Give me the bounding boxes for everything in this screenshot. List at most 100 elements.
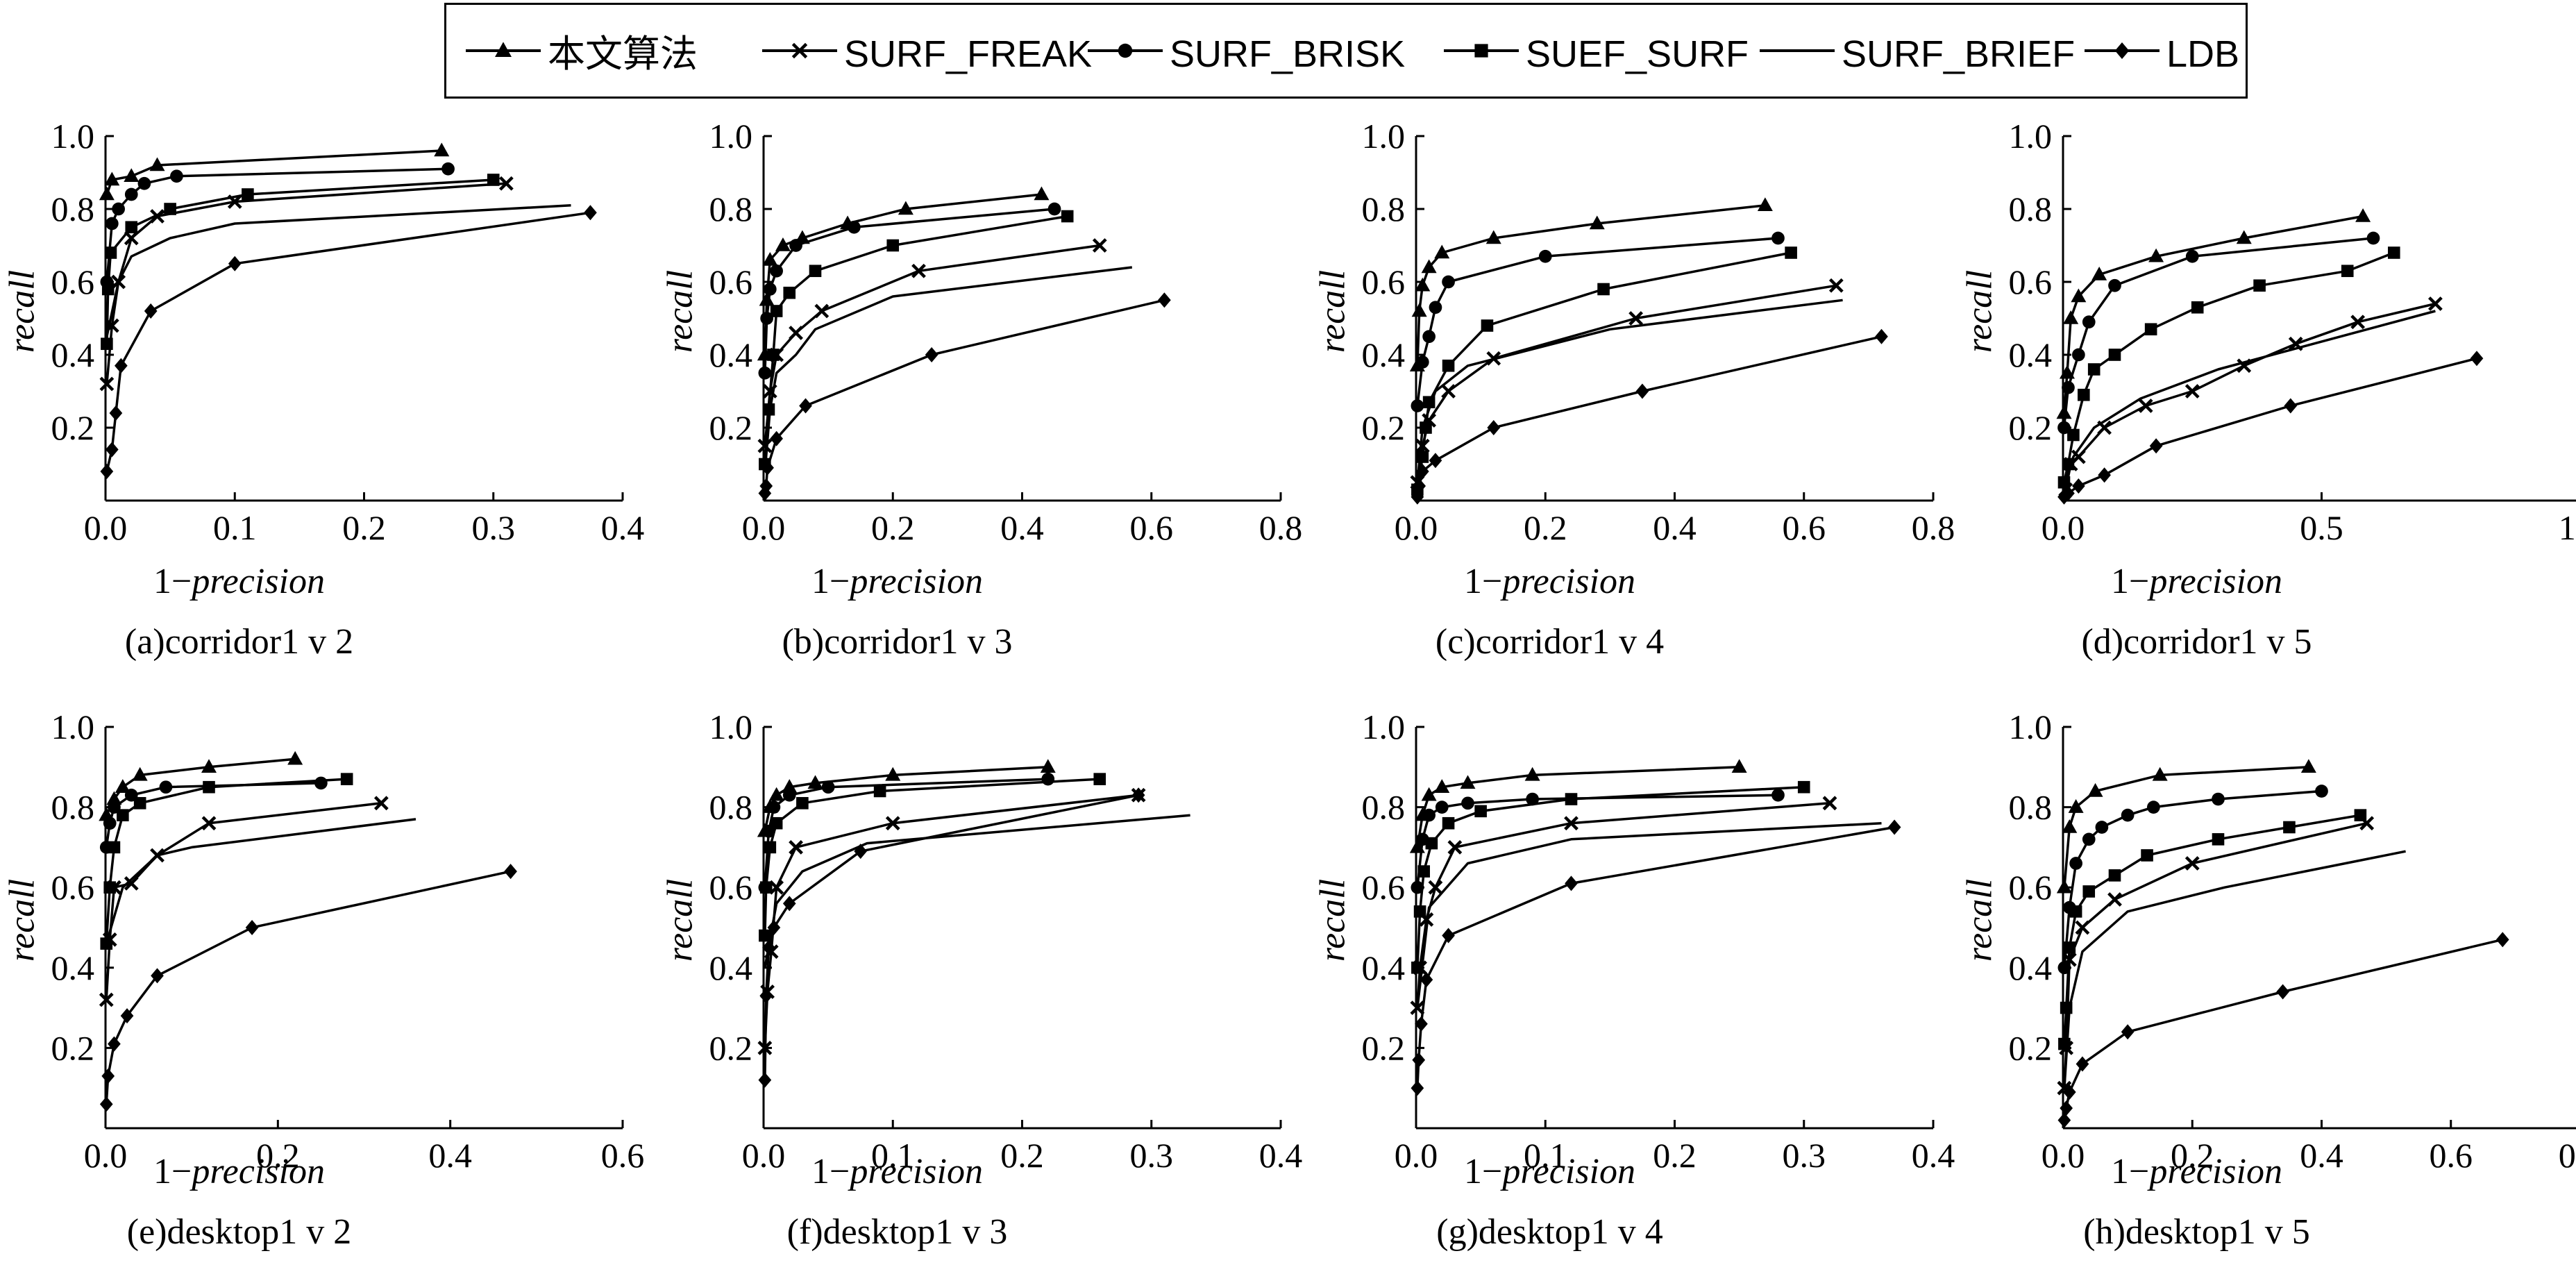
y-axis-label: recall: [660, 269, 700, 353]
data-point: [170, 169, 183, 183]
data-point: [2212, 792, 2225, 806]
x-tick-label: 0.0: [2042, 508, 2085, 547]
data-point: [885, 766, 901, 781]
data-point: [2078, 388, 2090, 401]
x-tick-label: 0.0: [84, 1136, 128, 1175]
data-point: [99, 992, 114, 1007]
data-point: [1635, 383, 1649, 399]
series-line: [2063, 766, 2309, 888]
data-point: [117, 809, 129, 821]
data-point: [2071, 288, 2087, 303]
x-axis-label-prefix: 1−: [811, 562, 850, 601]
series-line: [764, 778, 1048, 888]
data-point: [124, 168, 140, 182]
data-point: [201, 816, 217, 831]
data-point: [2098, 467, 2111, 483]
data-point: [2144, 323, 2157, 336]
data-point: [373, 796, 389, 811]
data-point: [434, 142, 450, 157]
data-point: [2062, 1084, 2076, 1100]
data-point: [2341, 265, 2354, 278]
data-point: [245, 920, 259, 935]
data-point: [1411, 962, 1424, 974]
chart-caption: (a)corridor1 v 2: [124, 622, 354, 662]
x-axis-label-text: precision: [2149, 1152, 2282, 1191]
data-point: [925, 347, 938, 362]
data-point: [2095, 821, 2109, 834]
data-point: [2300, 759, 2316, 773]
data-point: [1047, 202, 1061, 216]
y-tick-label: 0.4: [51, 335, 95, 374]
data-point: [2495, 932, 2509, 948]
data-point: [821, 780, 835, 794]
data-point: [2185, 249, 2199, 263]
data-point: [104, 246, 117, 259]
y-axis-label: recall: [1960, 269, 2000, 353]
y-tick-label: 0.4: [1362, 948, 1406, 987]
data-point: [144, 303, 158, 319]
data-point: [2082, 885, 2096, 898]
y-tick-label: 1.0: [1362, 117, 1406, 156]
data-point: [2212, 833, 2225, 846]
y-tick-label: 0.8: [2009, 190, 2053, 228]
data-point: [125, 221, 138, 234]
y-tick-label: 1.0: [2009, 707, 2053, 746]
data-point: [1442, 816, 1455, 830]
series-line: [1416, 284, 1837, 483]
data-point: [1589, 215, 1605, 230]
data-point: [885, 816, 900, 831]
x-tick-label: 0.4: [2300, 1136, 2343, 1175]
y-tick-label: 0.6: [709, 262, 753, 301]
y-tick-label: 1.0: [2009, 117, 2053, 156]
data-point: [1411, 489, 1424, 505]
data-point: [758, 485, 772, 501]
data-point: [762, 939, 775, 955]
y-tick-label: 0.6: [2009, 262, 2053, 301]
y-tick-label: 0.4: [709, 335, 753, 374]
legend: 本文算法 SURF_FREAK SURF_BRISK SUEF_SURF SURF_BR…: [444, 3, 2248, 99]
legend-marker-triangle-icon: [466, 42, 541, 57]
data-point: [769, 880, 784, 895]
data-point: [2057, 1112, 2071, 1128]
y-tick-label: 0.6: [51, 868, 95, 907]
series-line: [2063, 814, 2361, 1044]
data-point: [758, 1072, 772, 1088]
y-tick-label: 0.6: [2009, 868, 2053, 907]
x-tick-label: 1.0: [2559, 508, 2576, 547]
data-point: [1447, 840, 1463, 855]
x-axis-label-prefix: 1−: [1464, 562, 1503, 601]
data-point: [101, 337, 113, 351]
chart-panel: 0.2 0.4 0.6 0.8 1.0 0.0 0.1 0.2 0.3 0.4 recall 1−pr…: [659, 706, 1315, 1274]
data-point: [2191, 301, 2204, 314]
x-axis-label-text: precision: [2149, 562, 2282, 601]
chart-panel: 0.2 0.4 0.6 0.8 1.0 0.0 0.2 0.4 0.6 recall 1−preci…: [1, 706, 657, 1274]
data-point: [848, 220, 861, 234]
data-point: [1429, 301, 1442, 315]
x-tick-label: 0.0: [1395, 508, 1438, 547]
data-point: [120, 1008, 134, 1024]
legend-label: SUEF_SURF: [1526, 33, 1749, 75]
series-line: [764, 208, 1055, 374]
x-tick-label: 0.2: [342, 508, 386, 547]
data-point: [760, 312, 774, 325]
data-point: [2236, 230, 2252, 244]
legend-label: SURF_BRIEF: [1842, 33, 2076, 75]
series-line: [764, 794, 1139, 1080]
data-point: [759, 292, 775, 306]
data-point: [106, 791, 122, 805]
data-point: [2072, 348, 2085, 362]
data-point: [762, 251, 778, 266]
y-tick-label: 0.4: [2009, 335, 2053, 374]
legend-label: 本文算法: [548, 33, 698, 75]
x-tick-label: 0.6: [1783, 508, 1826, 547]
chart-panel: 0.2 0.4 0.6 0.8 1.0 0.0 0.5 1.0 recall 1−precisio…: [1959, 115, 2576, 684]
x-axis-label: 1−precision: [0, 561, 498, 602]
x-axis-label-prefix: 1−: [2111, 1152, 2150, 1191]
data-point: [898, 201, 914, 215]
series-line: [1416, 825, 1895, 1089]
x-axis-label: 1−precision: [1938, 561, 2455, 602]
data-point: [1061, 210, 1074, 223]
data-point: [1429, 453, 1442, 469]
series-line: [764, 266, 1133, 464]
x-tick-label: 0.5: [2300, 508, 2343, 547]
